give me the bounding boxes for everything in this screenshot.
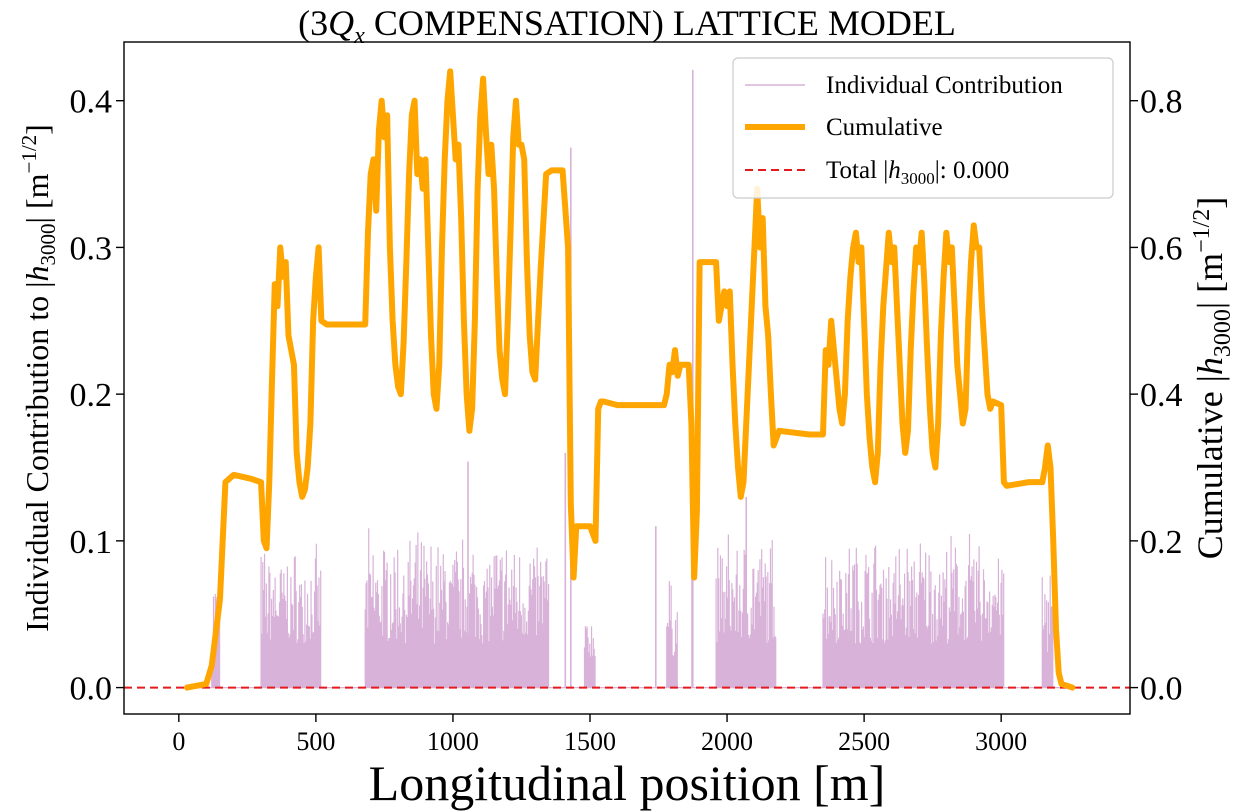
left-y-tick-label: 0.2: [70, 377, 113, 414]
chart-title-sub: x: [353, 23, 365, 49]
left-y-tick-label: 0.1: [70, 524, 113, 561]
right-y-tick-label: 0.6: [1140, 230, 1183, 267]
chart-title-open: (3: [298, 3, 328, 43]
left-y-tick-label: 0.0: [70, 671, 113, 708]
x-tick-label: 0: [172, 727, 185, 756]
right-y-tick-label: 0.0: [1140, 671, 1183, 708]
individual-contribution-series: [187, 69, 1073, 689]
right-y-label-close: ]: [1190, 197, 1230, 209]
right-y-tick-label: 0.2: [1140, 524, 1183, 561]
left-y-label-exp: −1/2: [17, 135, 41, 174]
right-y-tick-label: 0.8: [1140, 84, 1183, 121]
legend-total-sub: 3000: [901, 169, 935, 188]
legend-box: [732, 57, 1114, 199]
plot-area: [124, 68, 1130, 691]
x-axis-label: Longitudinal position [m]: [369, 755, 886, 811]
x-tick-label: 1500: [564, 727, 616, 756]
plot-frame: [123, 41, 1131, 715]
cumulative-series-line: [184, 68, 1076, 691]
legend-label-cumulative: Cumulative: [826, 114, 943, 141]
legend-total-h: h: [888, 157, 901, 184]
left-y-label-h: h: [19, 265, 55, 281]
x-tick-label: 1000: [427, 727, 479, 756]
left-y-tick-label: 0.3: [70, 230, 113, 267]
legend-total-prefix: Total |: [826, 157, 888, 184]
x-tick-label: 500: [296, 727, 335, 756]
left-y-label-close: ]: [19, 124, 55, 135]
x-axis-ticks: 0 500 1000 1500 2000 2500 3000: [172, 714, 1027, 756]
chart-title: (3Qx COMPENSATION) LATTICE MODEL: [298, 3, 956, 49]
x-tick-label: 2500: [838, 727, 890, 756]
left-y-tick-label: 0.4: [70, 84, 113, 121]
left-y-label-prefix: Individual Contribution to |: [19, 281, 55, 631]
legend: Individual Contribution Cumulative Total…: [732, 57, 1114, 199]
right-y-axis-label: Cumulative |h3000| [m−1/2]: [1189, 197, 1236, 560]
x-tick-label: 2000: [701, 727, 753, 756]
legend-total-suffix: |: 0.000: [935, 157, 1009, 184]
left-y-axis-ticks: 0.0 0.1 0.2 0.3 0.4: [70, 84, 124, 708]
right-y-label-unit: | [m: [1190, 253, 1230, 309]
x-tick-label: 3000: [975, 727, 1027, 756]
right-y-tick-label: 0.4: [1140, 377, 1183, 414]
chart-title-rest: COMPENSATION) LATTICE MODEL: [365, 3, 956, 43]
chart-title-q: Q: [328, 3, 354, 43]
left-y-axis-label: Individual Contribution to |h3000| [m−1/…: [17, 124, 60, 632]
right-y-label-exp: −1/2: [1189, 209, 1215, 253]
left-y-label-sub: 3000: [36, 223, 60, 265]
right-y-axis-ticks: 0.0 0.2 0.4 0.6 0.8: [1130, 84, 1183, 708]
legend-label-individual: Individual Contribution: [826, 72, 1063, 99]
right-y-label-h: h: [1190, 357, 1230, 375]
right-y-label-prefix: Cumulative |: [1190, 375, 1230, 559]
right-y-label-sub: 3000: [1210, 309, 1236, 357]
left-y-label-unit: | [m: [19, 173, 55, 223]
legend-label-total: Total |h3000|: 0.000: [826, 157, 1009, 188]
